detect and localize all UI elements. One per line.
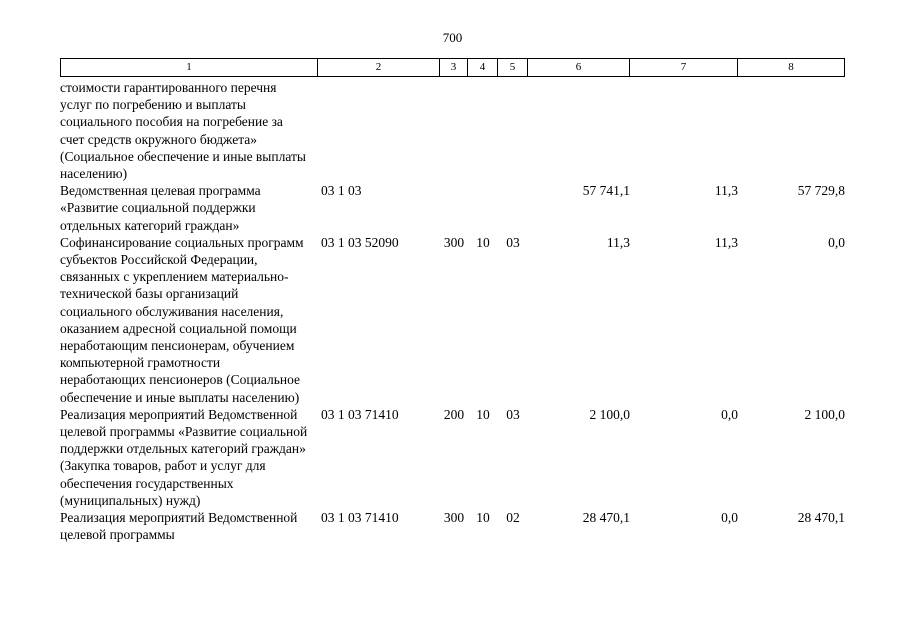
row-section: 10 — [476, 234, 490, 250]
column-header-8: 8 — [738, 58, 845, 77]
row-name: Реализация мероприятий Ведомственной цел… — [60, 406, 308, 508]
row-expense-type — [440, 79, 468, 182]
row-amount-okrug: 57 729,8 — [797, 183, 845, 199]
row-subsection — [498, 182, 528, 234]
row-code: 03 1 03 52090 — [321, 234, 399, 250]
row-name: Реализация мероприятий Ведомственной цел… — [60, 510, 298, 543]
row-amount-federal — [630, 79, 738, 182]
row-amount-total: 2 100,0 — [589, 406, 631, 422]
budget-table: 1 2 3 4 5 6 7 8 стоимости гарантированно… — [60, 58, 845, 543]
column-header-1: 1 — [60, 58, 318, 77]
row-section: 10 — [476, 510, 490, 526]
row-name: Софинансирование социальных программ суб… — [60, 234, 304, 405]
column-header-3: 3 — [440, 58, 468, 77]
row-expense-type — [440, 182, 468, 234]
row-name: стоимости гарантированного перечня услуг… — [60, 80, 306, 182]
row-expense-type: 300 — [443, 234, 465, 250]
row-amount-federal: 11,3 — [714, 234, 738, 250]
row-subsection: 03 — [506, 234, 520, 250]
page-number: 700 — [442, 30, 463, 45]
row-amount-okrug: 0,0 — [828, 234, 845, 250]
row-subsection: 02 — [506, 510, 520, 526]
row-name: Ведомственная целевая программа «Развити… — [60, 183, 261, 233]
row-amount-total: 11,3 — [606, 234, 630, 250]
row-amount-federal: 11,3 — [714, 183, 738, 199]
row-subsection — [498, 79, 528, 182]
table-header-row: 1 2 3 4 5 6 7 8 — [60, 58, 845, 77]
row-code: 03 1 03 — [321, 183, 362, 199]
row-code: 03 1 03 71410 — [321, 406, 399, 422]
row-code: 03 1 03 71410 — [321, 510, 399, 526]
row-subsection: 03 — [506, 406, 520, 422]
row-amount-total — [528, 79, 630, 182]
table-row: стоимости гарантированного перечня услуг… — [60, 79, 845, 182]
table-body: стоимости гарантированного перечня услуг… — [60, 77, 845, 543]
row-amount-okrug: 2 100,0 — [804, 406, 846, 422]
column-header-5: 5 — [498, 58, 528, 77]
row-amount-okrug — [738, 79, 845, 182]
row-expense-type: 200 — [443, 406, 465, 422]
row-code — [318, 79, 440, 182]
row-amount-total: 28 470,1 — [582, 510, 630, 526]
row-section — [468, 79, 498, 182]
row-expense-type: 300 — [443, 510, 465, 526]
row-amount-okrug: 28 470,1 — [797, 510, 845, 526]
row-section: 10 — [476, 406, 490, 422]
table-row: Реализация мероприятий Ведомственной цел… — [60, 509, 845, 543]
row-amount-total: 57 741,1 — [582, 183, 630, 199]
row-section — [468, 182, 498, 234]
table-row: Реализация мероприятий Ведомственной цел… — [60, 406, 845, 509]
column-header-2: 2 — [318, 58, 440, 77]
column-header-7: 7 — [630, 58, 738, 77]
column-header-6: 6 — [528, 58, 630, 77]
row-amount-federal: 0,0 — [721, 510, 738, 526]
table-row: Софинансирование социальных программ суб… — [60, 234, 845, 406]
column-header-4: 4 — [468, 58, 498, 77]
row-amount-federal: 0,0 — [721, 406, 738, 422]
table-row: Ведомственная целевая программа «Развити… — [60, 182, 845, 234]
